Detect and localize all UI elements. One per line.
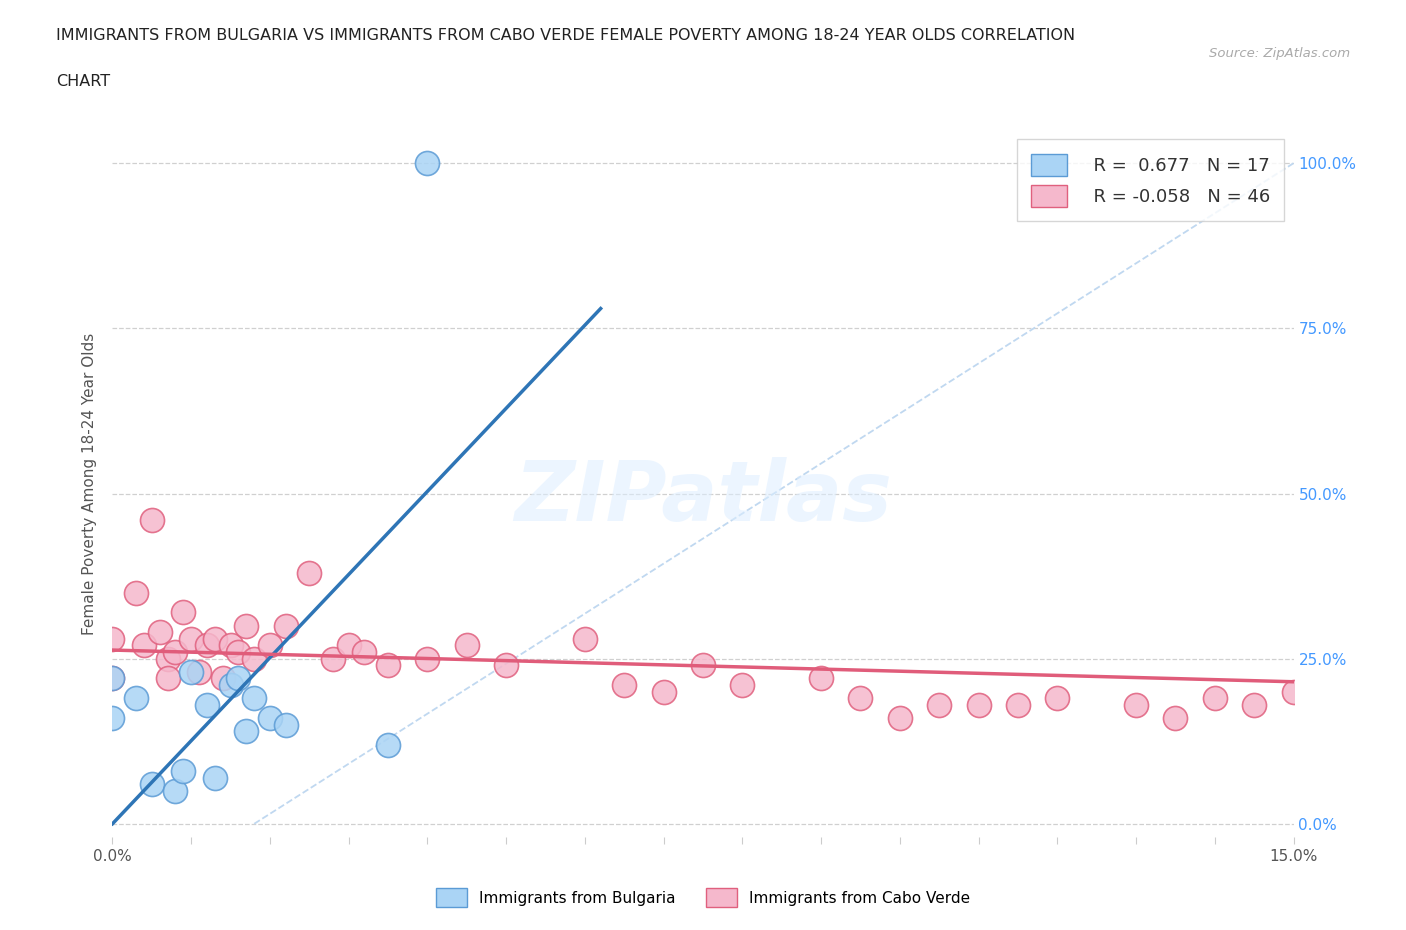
- Point: [456, 638, 478, 653]
- Y-axis label: Female Poverty Among 18-24 Year Olds: Female Poverty Among 18-24 Year Olds: [82, 333, 97, 635]
- Point: [235, 618, 257, 633]
- Point: [204, 770, 226, 785]
- Point: [165, 644, 187, 659]
- Legend: Immigrants from Bulgaria, Immigrants from Cabo Verde: Immigrants from Bulgaria, Immigrants fro…: [430, 883, 976, 913]
- Point: [204, 631, 226, 646]
- Point: [652, 684, 675, 699]
- Point: [165, 783, 187, 798]
- Point: [172, 605, 194, 620]
- Point: [141, 777, 163, 791]
- Point: [125, 691, 148, 706]
- Point: [259, 638, 281, 653]
- Point: [274, 618, 297, 633]
- Point: [149, 625, 172, 640]
- Point: [219, 678, 242, 693]
- Point: [377, 737, 399, 752]
- Text: CHART: CHART: [56, 74, 110, 89]
- Point: [141, 512, 163, 527]
- Point: [322, 651, 344, 666]
- Point: [172, 764, 194, 778]
- Point: [195, 638, 218, 653]
- Point: [101, 711, 124, 725]
- Point: [1007, 698, 1029, 712]
- Point: [1282, 684, 1305, 699]
- Point: [731, 678, 754, 693]
- Point: [228, 671, 250, 686]
- Point: [1164, 711, 1187, 725]
- Point: [613, 678, 636, 693]
- Point: [219, 638, 242, 653]
- Point: [259, 711, 281, 725]
- Point: [243, 651, 266, 666]
- Point: [416, 156, 439, 171]
- Point: [377, 658, 399, 672]
- Point: [228, 644, 250, 659]
- Point: [243, 691, 266, 706]
- Point: [235, 724, 257, 738]
- Point: [195, 698, 218, 712]
- Point: [101, 631, 124, 646]
- Point: [101, 671, 124, 686]
- Text: IMMIGRANTS FROM BULGARIA VS IMMIGRANTS FROM CABO VERDE FEMALE POVERTY AMONG 18-2: IMMIGRANTS FROM BULGARIA VS IMMIGRANTS F…: [56, 28, 1076, 43]
- Point: [1046, 691, 1069, 706]
- Point: [180, 664, 202, 679]
- Point: [692, 658, 714, 672]
- Point: [101, 671, 124, 686]
- Point: [889, 711, 911, 725]
- Point: [188, 664, 211, 679]
- Point: [928, 698, 950, 712]
- Point: [1125, 698, 1147, 712]
- Point: [156, 671, 179, 686]
- Point: [298, 565, 321, 580]
- Point: [810, 671, 832, 686]
- Point: [211, 671, 233, 686]
- Point: [132, 638, 155, 653]
- Point: [416, 651, 439, 666]
- Point: [967, 698, 990, 712]
- Point: [180, 631, 202, 646]
- Point: [156, 651, 179, 666]
- Text: Source: ZipAtlas.com: Source: ZipAtlas.com: [1209, 46, 1350, 60]
- Point: [274, 717, 297, 732]
- Point: [1204, 691, 1226, 706]
- Point: [495, 658, 517, 672]
- Text: ZIPatlas: ZIPatlas: [515, 458, 891, 538]
- Point: [1243, 698, 1265, 712]
- Point: [125, 585, 148, 600]
- Point: [849, 691, 872, 706]
- Point: [353, 644, 375, 659]
- Point: [337, 638, 360, 653]
- Legend:   R =  0.677   N = 17,   R = -0.058   N = 46: R = 0.677 N = 17, R = -0.058 N = 46: [1017, 140, 1285, 221]
- Point: [574, 631, 596, 646]
